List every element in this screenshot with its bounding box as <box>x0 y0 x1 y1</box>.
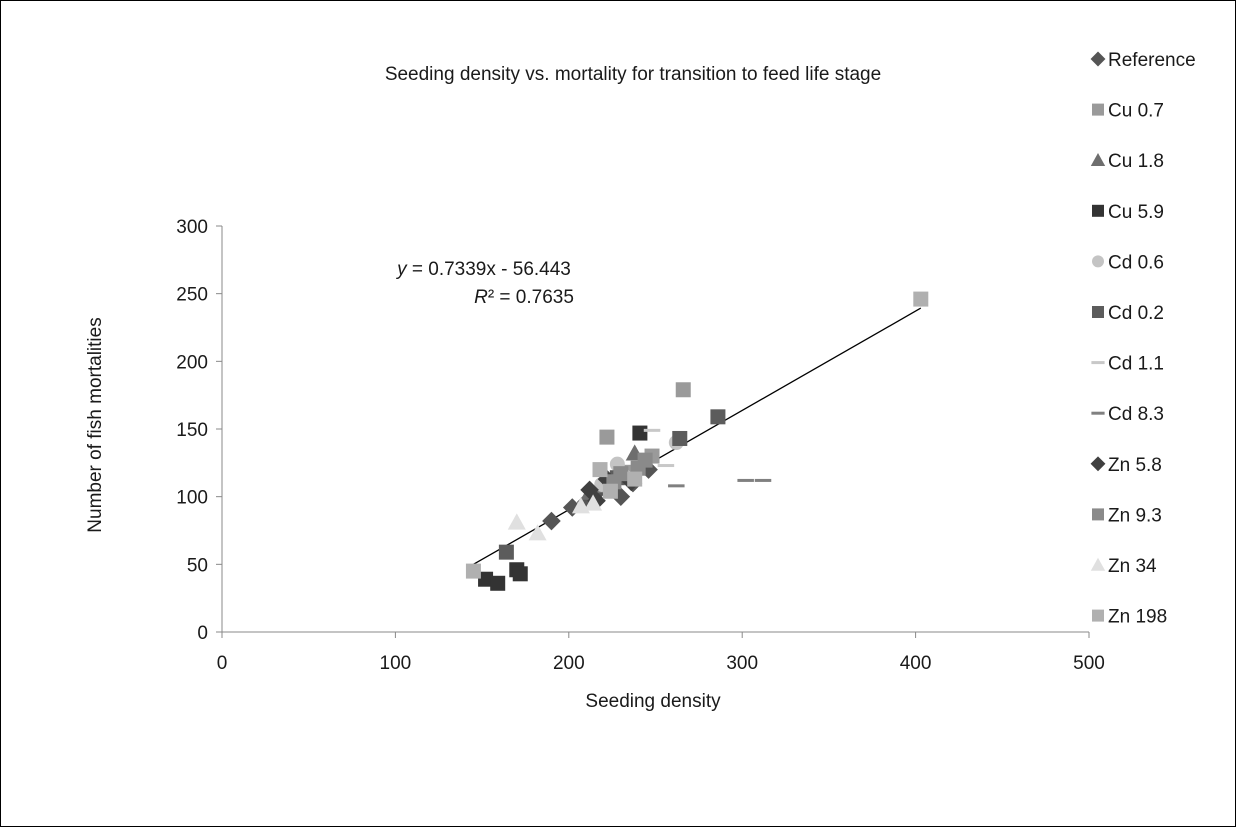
legend-label: Cd 0.6 <box>1108 252 1164 273</box>
series-zn-198 <box>465 291 929 579</box>
legend-label: Zn 9.3 <box>1108 505 1162 526</box>
tick-labels: 0 100 200 300 400 500 0 50 100 150 200 250 300 <box>176 217 1105 674</box>
data-point <box>592 462 608 478</box>
legend-marker <box>1092 609 1104 622</box>
legend-marker <box>1092 255 1104 268</box>
legend-item: Reference <box>1090 50 1196 71</box>
r-squared-variable: R <box>474 287 488 308</box>
y-tick-label: 0 <box>197 623 208 644</box>
y-tick-label: 200 <box>176 352 208 373</box>
data-point <box>643 428 661 432</box>
data-point <box>613 466 629 482</box>
trendline-equation: y = 0.7339x - 56.443 <box>395 259 571 280</box>
legend-marker <box>1092 508 1104 521</box>
legend-marker <box>1090 153 1106 166</box>
data-point <box>710 409 726 425</box>
data-point <box>507 513 526 530</box>
y-tick-label: 250 <box>176 285 208 306</box>
x-tick-label: 300 <box>726 653 758 674</box>
legend-item: Cu 0.7 <box>1092 101 1164 122</box>
trendline-r-squared: R² = 0.7635 <box>474 287 574 308</box>
x-tick-label: 0 <box>217 653 228 674</box>
data-point <box>584 494 603 511</box>
series-cd-1-1 <box>643 428 675 468</box>
legend-marker <box>1091 411 1105 415</box>
data-point <box>637 452 653 468</box>
y-axis-label: Number of fish mortalities <box>85 317 106 532</box>
legend-item: Zn 5.8 <box>1090 455 1162 476</box>
legend-marker <box>1092 103 1104 116</box>
legend-label: Cu 0.7 <box>1108 101 1164 122</box>
legend-label: Cd 0.2 <box>1108 303 1164 324</box>
trendline <box>473 307 922 565</box>
data-point <box>672 430 688 446</box>
data-point <box>754 478 772 482</box>
x-tick-label: 100 <box>380 653 412 674</box>
legend-label: Cd 1.1 <box>1108 354 1164 375</box>
legend-item: Cd 0.6 <box>1092 252 1164 273</box>
x-tick-label: 500 <box>1073 653 1105 674</box>
legend-item: Cu 1.8 <box>1090 151 1164 172</box>
legend-marker <box>1090 456 1106 472</box>
data-point <box>913 291 929 307</box>
data-point <box>528 524 547 541</box>
y-tick-label: 150 <box>176 420 208 441</box>
data-point <box>512 566 528 582</box>
data-point <box>627 471 643 487</box>
data-point <box>737 478 754 482</box>
data-points <box>465 291 929 591</box>
axes <box>216 225 1090 638</box>
x-tick-label: 200 <box>553 653 585 674</box>
equation-variable: y <box>395 259 408 280</box>
legend-marker <box>1090 51 1106 67</box>
legend-marker <box>1092 306 1104 318</box>
data-point <box>599 429 615 445</box>
data-point <box>657 464 675 468</box>
data-point <box>465 563 481 579</box>
data-point <box>675 382 691 398</box>
data-point <box>490 575 506 591</box>
legend-item: Cd 1.1 <box>1091 354 1164 375</box>
legend-item: Cd 0.2 <box>1092 303 1164 324</box>
legend-label: Reference <box>1108 50 1196 71</box>
legend-item: Zn 9.3 <box>1092 505 1162 526</box>
equation-text: = 0.7339x - 56.443 <box>407 259 571 280</box>
legend-item: Zn 34 <box>1090 556 1157 577</box>
x-tick-label: 400 <box>900 653 932 674</box>
y-tick-label: 100 <box>176 488 208 509</box>
x-axis-label: Seeding density <box>585 691 721 712</box>
chart-title: Seeding density vs. mortality for transi… <box>385 64 881 85</box>
legend-marker <box>1092 204 1104 217</box>
legend: Reference Cu 0.7 Cu 1.8 Cu 5.9 Cd 0.6 Cd 0.2 C… <box>1090 50 1196 628</box>
legend-label: Zn 198 <box>1108 607 1167 628</box>
data-point <box>632 425 648 441</box>
data-point <box>576 492 596 512</box>
series-cu-5-9 <box>478 425 648 591</box>
data-point <box>478 571 494 587</box>
data-point <box>602 483 618 499</box>
data-point <box>580 480 599 500</box>
y-tick-label: 50 <box>187 555 208 576</box>
legend-label: Cu 5.9 <box>1108 202 1164 223</box>
data-point <box>498 544 514 560</box>
y-tick-label: 300 <box>176 217 208 238</box>
legend-label: Zn 34 <box>1108 556 1157 577</box>
series-cd-8-3 <box>668 478 772 488</box>
data-point <box>668 484 685 488</box>
r-squared-text: ² = 0.7635 <box>488 287 574 308</box>
data-point <box>542 511 561 531</box>
legend-item: Zn 198 <box>1092 607 1167 628</box>
series-zn-34 <box>507 494 603 541</box>
legend-item: Cd 8.3 <box>1091 404 1164 425</box>
legend-label: Cu 1.8 <box>1108 151 1164 172</box>
legend-label: Zn 5.8 <box>1108 455 1162 476</box>
legend-marker <box>1090 557 1106 571</box>
legend-label: Cd 8.3 <box>1108 404 1164 425</box>
legend-marker <box>1091 361 1105 365</box>
legend-item: Cu 5.9 <box>1092 202 1164 223</box>
